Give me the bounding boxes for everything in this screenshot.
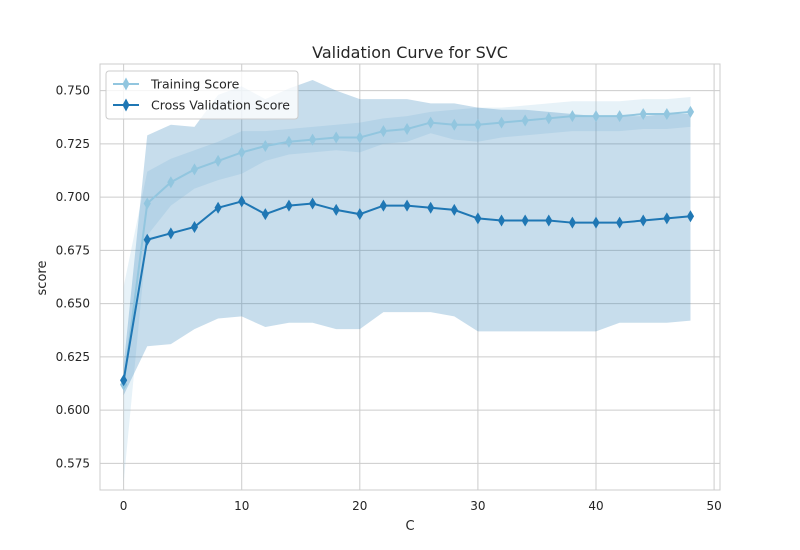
- x-tick-label: 30: [470, 499, 485, 513]
- cv-score-point: [403, 199, 411, 212]
- x-tick-label: 10: [234, 499, 249, 513]
- training-score-point: [190, 163, 199, 176]
- cv-score-point: [332, 203, 340, 216]
- y-tick-label: 0.675: [56, 243, 90, 257]
- y-tick-labels: 0.575 0.600 0.625 0.650 0.675 0.700 0.725 0.750: [56, 84, 90, 471]
- cv-score-point: [639, 214, 647, 227]
- cv-score-band: [123, 79, 691, 396]
- cv-score-point: [261, 208, 269, 221]
- training-score-point: [639, 108, 647, 121]
- cv-score-point: [308, 197, 317, 210]
- training-score-point: [214, 154, 222, 167]
- cv-score-point: [568, 216, 576, 229]
- training-score-point: [356, 131, 364, 144]
- training-score-point: [403, 122, 411, 135]
- cv-score-point: [379, 199, 388, 212]
- training-score-point: [521, 114, 529, 127]
- y-tick-label: 0.600: [56, 403, 90, 417]
- training-score-point: [686, 105, 695, 118]
- legend: Training Score Cross Validation Score: [105, 70, 299, 120]
- plot-frame: [99, 63, 721, 491]
- cv-score-point: [616, 216, 624, 229]
- cv-score-point: [521, 214, 529, 227]
- training-score-point: [568, 110, 576, 123]
- cv-score-point: [497, 214, 506, 227]
- training-score-point: [332, 131, 340, 144]
- y-axis-label: score: [35, 261, 50, 296]
- plot-background: [100, 64, 720, 490]
- x-tick-labels: 0 10 20 30 40 50: [120, 499, 722, 513]
- training-score-point: [616, 110, 624, 123]
- legend-marker-cv: [122, 98, 130, 112]
- training-score-point: [308, 133, 317, 146]
- cv-score-point: [120, 374, 128, 387]
- legend-label-cv: Cross Validation Score: [151, 98, 290, 113]
- cv-score-point: [167, 227, 175, 240]
- cv-score-point: [686, 210, 695, 223]
- y-tick-label: 0.750: [56, 84, 90, 98]
- cv-score-point: [143, 233, 151, 246]
- cv-score-point: [356, 208, 364, 221]
- cv-score-point: [474, 212, 482, 225]
- y-tick-label: 0.625: [56, 350, 90, 364]
- score-bands: [123, 79, 691, 483]
- legend-marker-training: [122, 77, 130, 91]
- training-score-point: [545, 112, 553, 125]
- training-score-point: [238, 146, 246, 159]
- x-axis-label: C: [405, 519, 414, 534]
- x-tick-label: 40: [588, 499, 603, 513]
- chart-title: Validation Curve for SVC: [312, 43, 508, 62]
- x-tick-label: 20: [352, 499, 367, 513]
- y-tick-label: 0.725: [56, 137, 90, 151]
- score-markers: [120, 105, 695, 391]
- cv-score-point: [238, 195, 246, 208]
- x-tick-label: 50: [706, 499, 721, 513]
- training-score-point: [379, 125, 388, 138]
- training-score-point: [427, 116, 435, 129]
- cv-score-point: [190, 220, 199, 233]
- training-score-point: [143, 197, 151, 210]
- y-tick-label: 0.650: [56, 297, 90, 311]
- training-score-point: [167, 176, 175, 189]
- cv-score-point: [545, 214, 553, 227]
- training-score-point: [261, 140, 269, 153]
- cv-score-point: [592, 216, 600, 229]
- y-tick-label: 0.575: [56, 456, 90, 470]
- cv-score-point: [663, 212, 671, 225]
- y-tick-label: 0.700: [56, 190, 90, 204]
- training-score-point: [592, 110, 600, 123]
- cv-score-point: [214, 201, 222, 214]
- training-score-point: [285, 135, 293, 148]
- legend-label-training: Training Score: [150, 77, 240, 92]
- cv-score-point: [427, 201, 435, 214]
- cv-score-point: [450, 203, 458, 216]
- training-score-point: [663, 108, 671, 121]
- x-tick-label: 0: [120, 499, 128, 513]
- training-score-point: [450, 118, 458, 131]
- training-score-point: [474, 118, 482, 131]
- legend-box: [105, 70, 299, 120]
- cv-score-point: [285, 199, 293, 212]
- training-score-point: [497, 116, 506, 129]
